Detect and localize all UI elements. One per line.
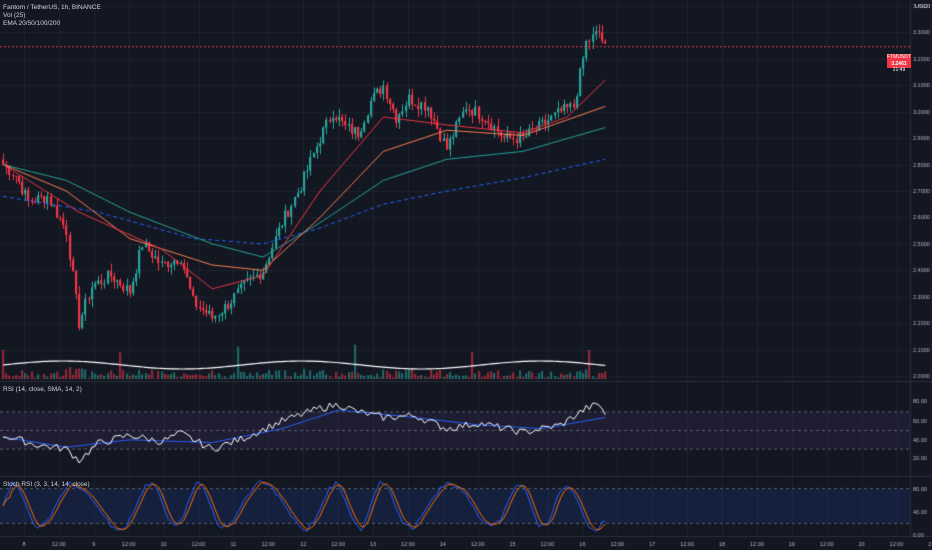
price-tag-value: 3.2461 [891,60,907,67]
ema-legend[interactable]: EMA 20/50/100/200 [3,20,61,27]
price-tag-symbol: FTMUSDT [887,54,911,60]
symbol-title[interactable]: Fantom / TetherUS, 1h, BINANCE [3,4,101,11]
volume-legend[interactable]: Vol (25) [3,12,26,19]
rsi-legend[interactable]: RSI (14, close, SMA, 14, 2) [3,386,82,393]
chart-legend: Fantom / TetherUS, 1h, BINANCE Vol (25) … [3,4,101,28]
last-price-tag: FTMUSDT 3.2461 21:49 [887,54,911,73]
currency-label: USDT [915,4,932,10]
price-tag-countdown: 21:49 [892,67,906,73]
stoch-rsi-legend[interactable]: Stoch RSI (3, 3, 14, 14, close) [3,481,90,488]
